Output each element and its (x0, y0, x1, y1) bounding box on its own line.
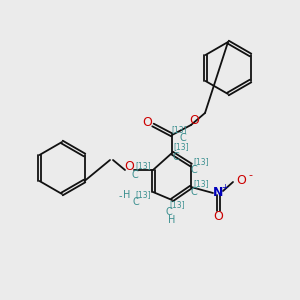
Text: C: C (172, 152, 179, 162)
Text: O: O (124, 160, 134, 172)
Text: [13]: [13] (135, 161, 151, 170)
Text: C: C (190, 165, 197, 175)
Text: N: N (213, 187, 223, 200)
Text: O: O (213, 209, 223, 223)
Text: C: C (133, 197, 140, 207)
Text: H: H (123, 190, 131, 200)
Text: [13]: [13] (193, 158, 209, 166)
Text: -: - (248, 170, 252, 180)
Text: H: H (168, 215, 176, 225)
Text: C: C (180, 133, 186, 143)
Text: [13]: [13] (169, 200, 185, 209)
Text: C: C (132, 170, 138, 180)
Text: O: O (142, 116, 152, 128)
Text: [13]: [13] (171, 125, 187, 134)
Text: [13]: [13] (173, 142, 189, 152)
Text: [13]: [13] (135, 190, 151, 200)
Text: C: C (166, 207, 172, 217)
Text: O: O (189, 113, 199, 127)
Text: +: + (222, 182, 228, 191)
Text: C: C (190, 187, 197, 197)
Text: [13]: [13] (193, 179, 209, 188)
Text: O: O (236, 173, 246, 187)
Text: -: - (118, 191, 122, 201)
